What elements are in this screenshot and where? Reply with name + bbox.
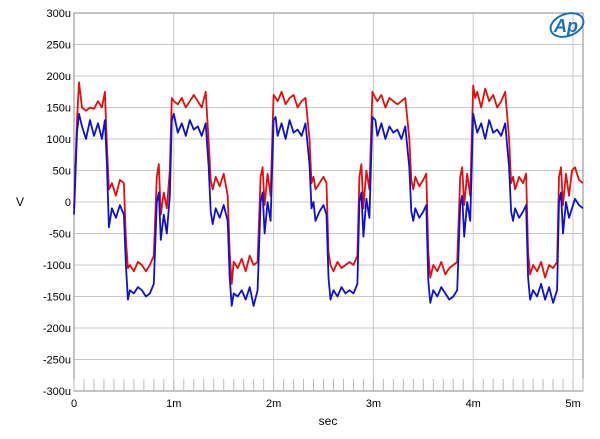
y-tick-label: 50u xyxy=(53,166,71,178)
y-axis-label: V xyxy=(16,195,24,209)
y-tick-label: -300u xyxy=(43,386,71,398)
y-tick-label: -200u xyxy=(43,323,71,335)
y-tick-label: 200u xyxy=(47,71,71,83)
x-tick-label: 0 xyxy=(71,398,77,410)
x-tick-label: 4m xyxy=(466,398,481,410)
x-tick-label: 5m xyxy=(565,398,580,410)
x-tick-label: 2m xyxy=(266,398,281,410)
x-tick-label: 1m xyxy=(166,398,181,410)
series-line-2 xyxy=(73,112,584,307)
y-tick-label: 0 xyxy=(65,197,71,209)
y-tick-label: -250u xyxy=(43,355,71,367)
y-tick-label: -100u xyxy=(43,260,71,272)
y-tick-label: -150u xyxy=(43,292,71,304)
ap-logo-swoosh xyxy=(549,12,585,38)
grid xyxy=(73,12,583,392)
series-layer xyxy=(73,81,584,307)
y-tick-label: 300u xyxy=(47,8,71,20)
y-tick-labels: 300u 250u 200u 150u 100u 50u 0 -50u -100u -150u -2… xyxy=(43,8,71,398)
ap-logo: Ap xyxy=(549,12,585,38)
x-tick-label: 3m xyxy=(366,398,381,410)
y-tick-label: 100u xyxy=(47,134,71,146)
y-tick-label: 150u xyxy=(47,103,71,115)
x-axis-label: sec xyxy=(319,414,338,428)
x-tick-labels: 0 1m 2m 3m 4m 5m xyxy=(71,398,581,410)
y-tick-label: -50u xyxy=(49,229,71,241)
y-tick-label: 250u xyxy=(47,40,71,52)
minor-ticks xyxy=(73,379,584,391)
ap-logo-text: Ap xyxy=(553,16,578,36)
